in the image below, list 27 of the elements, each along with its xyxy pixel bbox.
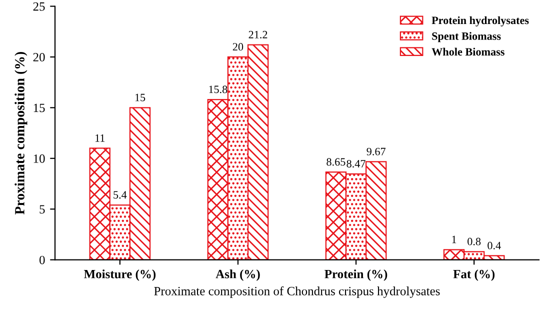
data-label: 8.65 — [326, 158, 346, 166]
x-axis-title: Proximate composition of Chondrus crispus hydrolysates — [154, 286, 440, 298]
legend-label: Whole Biomass — [432, 48, 504, 56]
y-tick-label: 25 — [33, 2, 45, 11]
data-label: 21.2 — [248, 30, 268, 38]
y-tick-label: 20 — [33, 52, 45, 62]
data-label: 15.8 — [209, 86, 228, 94]
legend-label: Spent Biomass — [432, 32, 501, 42]
data-label: 5.4 — [114, 191, 127, 199]
y-tick-label: 10 — [34, 154, 45, 163]
data-label: 0.4 — [488, 242, 501, 250]
x-tick-label: Fat (%) — [453, 270, 495, 281]
x-tick-label: Ash (%) — [216, 270, 260, 281]
legend-label: Protein hydrolysates — [432, 16, 529, 26]
data-label: 1 — [452, 236, 456, 244]
y-tick-label: 5 — [40, 205, 45, 214]
y-axis-title: Proximate composition (%) — [14, 52, 28, 214]
y-tick-label: 15 — [34, 104, 45, 112]
data-label: 9.67 — [366, 148, 386, 156]
data-label: 0.8 — [468, 238, 481, 246]
data-label: 11 — [95, 134, 105, 142]
data-label: 20 — [232, 43, 244, 51]
y-tick-label: 0 — [40, 256, 45, 264]
data-label: 8.47 — [346, 160, 366, 168]
x-tick-label: Moisture (%) — [84, 270, 156, 281]
data-label: 15 — [135, 94, 146, 102]
x-tick-label: Protein (%) — [324, 270, 388, 281]
